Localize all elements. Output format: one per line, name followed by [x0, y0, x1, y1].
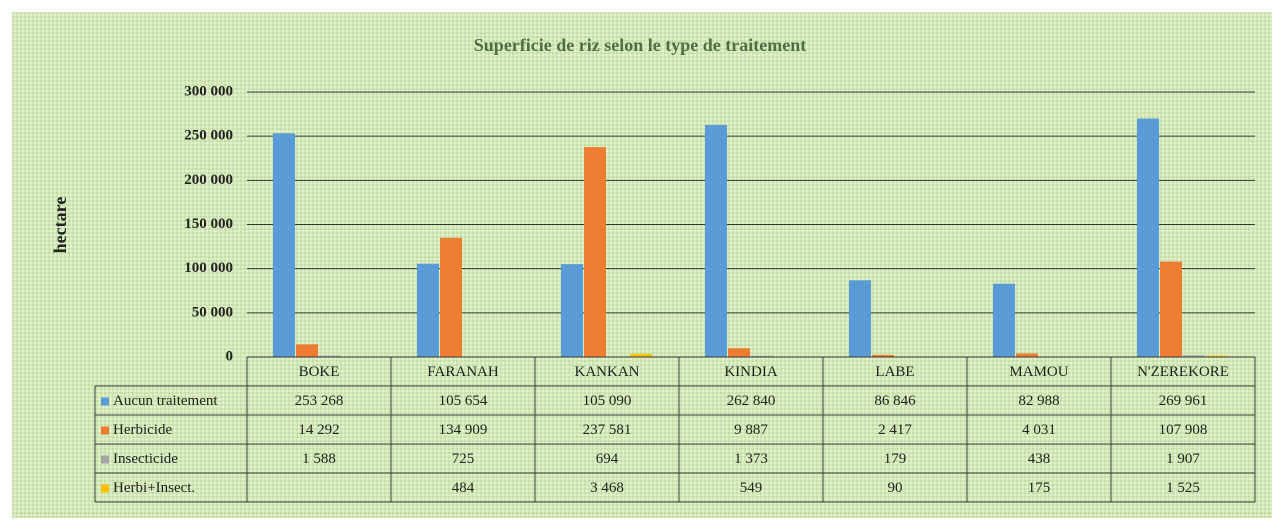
bar: [417, 263, 439, 357]
table-value: 237 581: [583, 422, 632, 438]
legend-swatch: [101, 455, 109, 464]
x-tick-label: N'ZEREKORE: [1137, 364, 1229, 380]
legend-swatch: [101, 426, 109, 435]
y-tick-label: 300 000: [184, 83, 233, 99]
y-tick-label: 50 000: [192, 304, 233, 320]
bar: [584, 147, 606, 357]
legend-label: Herbicide: [113, 422, 172, 438]
bar: [849, 280, 871, 357]
table-value: 107 908: [1159, 422, 1208, 438]
y-tick-label: 0: [226, 348, 234, 364]
table-value: 9 887: [734, 422, 768, 438]
table-value: 262 840: [727, 393, 776, 409]
y-tick-label: 250 000: [184, 128, 233, 144]
y-tick-label: 150 000: [184, 216, 233, 232]
bar: [296, 344, 318, 357]
y-tick-label: 100 000: [184, 260, 233, 276]
chart-title: Superficie de riz selon le type de trait…: [474, 35, 806, 55]
x-tick-label: MAMOU: [1009, 364, 1068, 380]
bar: [319, 355, 341, 357]
x-tick-label: KINDIA: [724, 364, 777, 380]
table-value: 134 909: [439, 422, 488, 438]
table-value: 3 468: [590, 480, 624, 496]
bar: [728, 348, 750, 357]
table-value: 105 654: [439, 393, 488, 409]
table-value: 549: [740, 480, 763, 496]
table-value: 82 988: [1018, 393, 1059, 409]
bar: [273, 133, 295, 357]
bar: [993, 283, 1015, 357]
table-value: 1 907: [1166, 451, 1200, 467]
legend-swatch: [101, 397, 109, 406]
x-tick-label: BOKE: [299, 364, 340, 380]
bar: [440, 237, 462, 357]
y-axis-label: hectare: [50, 197, 70, 254]
table-value: 90: [888, 480, 903, 496]
bar: [1206, 355, 1228, 357]
table-value: 253 268: [295, 393, 344, 409]
legend-label: Aucun traitement: [113, 393, 218, 409]
bar: [705, 124, 727, 357]
table-value: 14 292: [298, 422, 339, 438]
table-value: 438: [1028, 451, 1051, 467]
table-value: 86 846: [874, 393, 916, 409]
table-value: 4 031: [1022, 422, 1056, 438]
chart-background: [12, 12, 1272, 518]
legend-label: Herbi+Insect.: [113, 480, 195, 496]
bar: [630, 353, 652, 357]
table-value: 1 588: [302, 451, 336, 467]
bar: [1160, 261, 1182, 357]
bar: [1183, 355, 1205, 357]
bar: [1016, 353, 1038, 357]
table-value: 725: [452, 451, 475, 467]
x-tick-label: KANKAN: [575, 364, 640, 380]
table-value: 1 525: [1166, 480, 1200, 496]
table-value: 105 090: [583, 393, 632, 409]
table-value: 694: [596, 451, 619, 467]
bar: [872, 354, 894, 357]
table-value: 269 961: [1159, 393, 1208, 409]
x-tick-label: LABE: [875, 364, 914, 380]
table-value: 484: [452, 480, 475, 496]
table-value: 1 373: [734, 451, 768, 467]
y-tick-label: 200 000: [184, 172, 233, 188]
legend-swatch: [101, 484, 109, 493]
table-value: 175: [1028, 480, 1051, 496]
x-tick-label: FARANAH: [427, 364, 499, 380]
bar: [751, 355, 773, 357]
bar: [561, 264, 583, 357]
table-value: 179: [884, 451, 907, 467]
table-value: 2 417: [878, 422, 912, 438]
bar: [1137, 118, 1159, 357]
legend-label: Insecticide: [113, 451, 178, 467]
